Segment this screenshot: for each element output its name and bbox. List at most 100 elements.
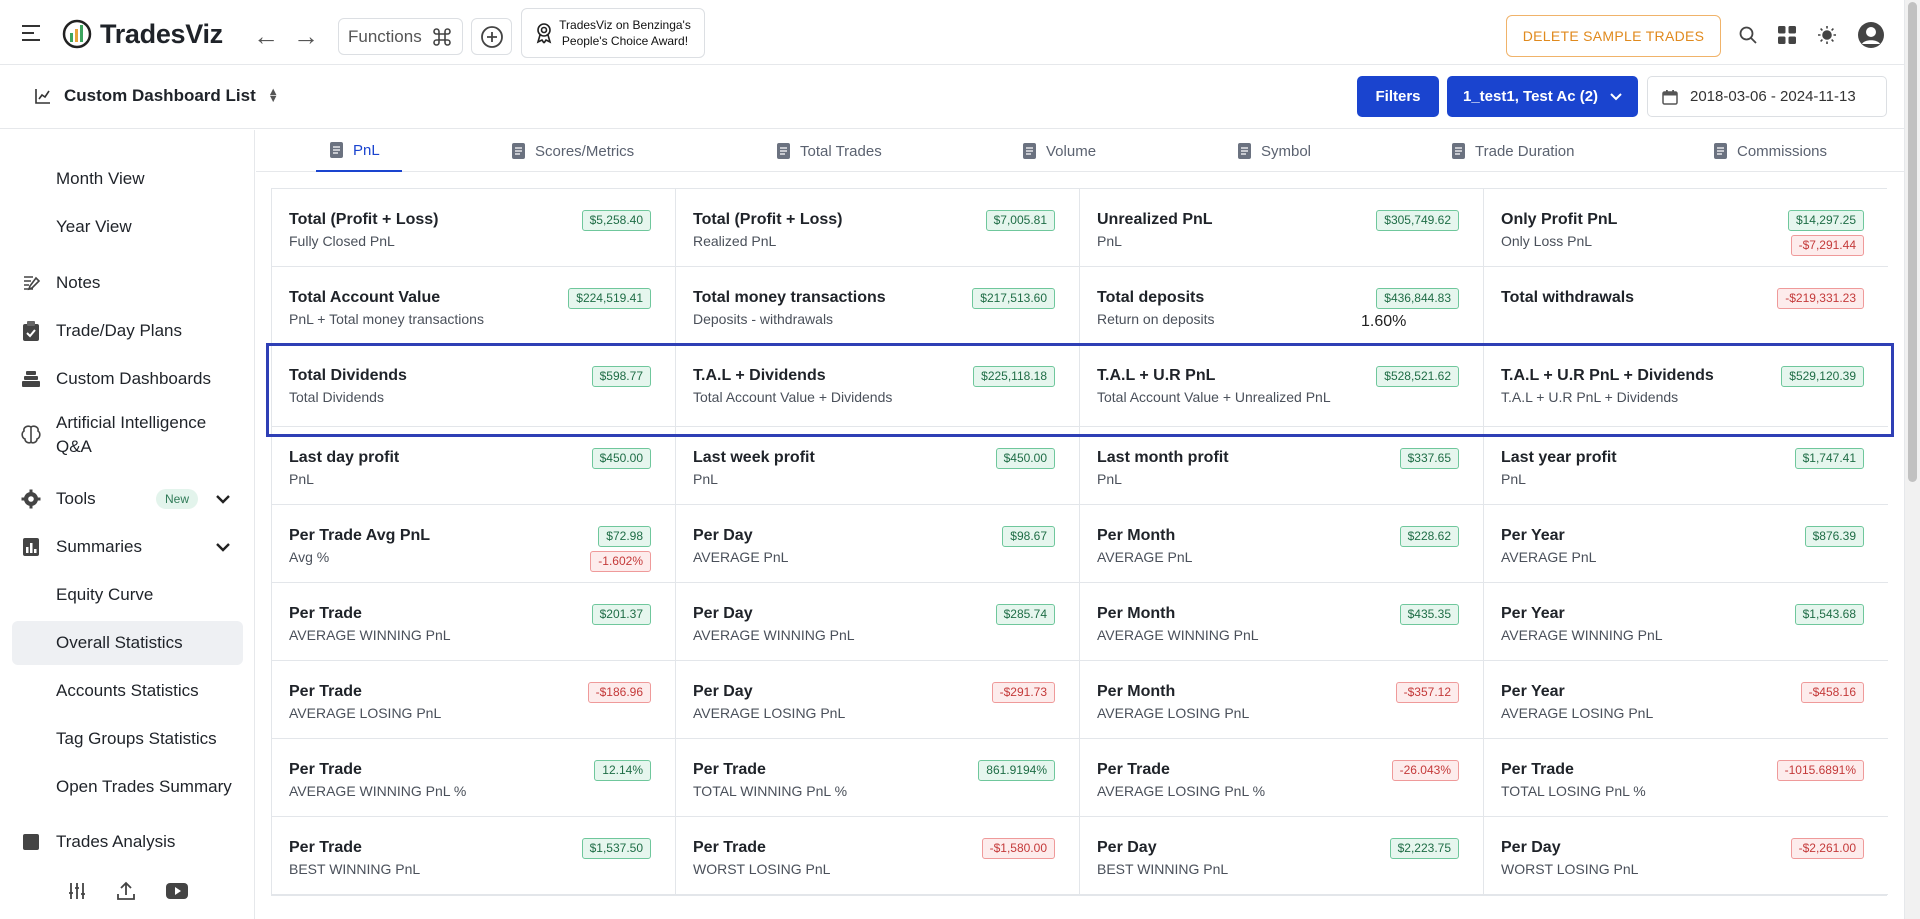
stat-card-title: Unrealized PnL (1097, 211, 1213, 228)
stat-card-subtitle: AVERAGE WINNING PnL (289, 627, 451, 643)
stat-card-subtitle: PnL (289, 471, 314, 487)
stat-card-subtitle: AVERAGE WINNING PnL (1097, 627, 1259, 643)
date-range-picker[interactable]: 2018-03-06 - 2024-11-13 (1647, 76, 1887, 117)
stat-card: Per Trade BEST WINNING PnL $1,537.50 (272, 817, 676, 895)
stat-card-title: Per Day (1501, 839, 1561, 856)
analysis-icon (20, 831, 42, 853)
stat-card-title: Per Trade Avg PnL (289, 527, 431, 544)
award-line-2: People's Choice Award! (561, 34, 689, 48)
stat-card-badges: $224,519.41 (568, 288, 651, 309)
sidebar-item-notes[interactable]: Notes (0, 261, 254, 305)
apps-grid-icon[interactable] (1774, 22, 1800, 48)
award-banner[interactable]: TradesViz on Benzinga's People's Choice … (521, 8, 705, 58)
logo[interactable]: TradesViz (62, 18, 223, 50)
sidebar-item-accounts-statistics[interactable]: Accounts Statistics (0, 669, 254, 713)
award-text: TradesViz on Benzinga's People's Choice … (559, 17, 691, 49)
theme-toggle-icon[interactable] (1814, 22, 1840, 48)
tab-symbol[interactable]: Symbol (1224, 130, 1325, 172)
youtube-icon[interactable] (165, 882, 188, 904)
stat-card-badges: $450.00 (591, 448, 651, 469)
custom-dashboard-list-dropdown[interactable]: Custom Dashboard List ▲ ▼ (34, 86, 279, 106)
stat-card-title: Per Year (1501, 683, 1565, 700)
stat-card: T.A.L + U.R PnL Total Account Value + Unr… (1080, 345, 1484, 427)
sidebar-item-summaries[interactable]: Summaries (0, 525, 254, 569)
stat-card-title: Last month profit (1097, 449, 1229, 466)
tab-label: Volume (1046, 142, 1097, 160)
back-arrow-icon[interactable]: ← (253, 20, 279, 51)
value-badge: $72.98 (598, 526, 651, 547)
sidebar-item-year-view[interactable]: Year View (0, 205, 254, 249)
user-avatar-icon[interactable] (1856, 20, 1886, 50)
sliders-icon[interactable] (68, 882, 86, 905)
stat-card-subtitle: AVERAGE LOSING PnL (289, 705, 442, 721)
stat-card-badges: -$219,331.23 (1777, 288, 1864, 309)
stat-card-subtitle: AVERAGE LOSING PnL (1097, 705, 1250, 721)
tab-scores-metrics[interactable]: Scores/Metrics (498, 130, 648, 172)
tab-total-trades[interactable]: Total Trades (763, 130, 896, 172)
value-badge: -$186.96 (587, 682, 651, 703)
value-badge: $1,543.68 (1794, 604, 1864, 625)
forward-arrow-icon[interactable]: → (293, 20, 319, 51)
page-scrollbar[interactable] (1904, 0, 1920, 919)
chart-line-icon (35, 89, 50, 104)
tab-commissions[interactable]: Commissions (1700, 130, 1841, 172)
sidebar-item-custom-dashboards[interactable]: Custom Dashboards (0, 357, 254, 401)
stat-card-subtitle: Deposits - withdrawals (693, 311, 834, 327)
stat-card-title: Per Day (1097, 839, 1157, 856)
ai-label-line2: Q&A (56, 437, 92, 456)
stat-card-title: Per Trade (289, 839, 362, 856)
sidebar-item-label: Trades Analysis (56, 832, 176, 851)
stat-card-subtitle: AVERAGE LOSING PnL % (1097, 783, 1266, 799)
search-icon[interactable] (1735, 22, 1761, 48)
value-badge: 861.9194% (978, 760, 1055, 781)
chevron-down-icon[interactable] (216, 539, 230, 555)
stat-card-badges: $14,297.25 -$7,291.44 (1787, 210, 1864, 256)
sidebar-item-tools[interactable]: Tools New (0, 477, 254, 521)
sidebar-item-month-view[interactable]: Month View (0, 157, 254, 201)
stat-card: Per Trade AVERAGE WINNING PnL % 12.14% (272, 739, 676, 817)
stat-card: Per Year AVERAGE PnL $876.39 (1484, 505, 1888, 583)
filters-button[interactable]: Filters (1357, 76, 1439, 117)
stat-card-badges: $305,749.62 (1376, 210, 1459, 231)
gear-icon (20, 488, 42, 510)
sidebar-item-tag-groups-statistics[interactable]: Tag Groups Statistics (0, 717, 254, 761)
sidebar-item-overall-statistics[interactable]: Overall Statistics (12, 621, 243, 665)
sidebar-item-equity-curve[interactable]: Equity Curve (0, 573, 254, 617)
functions-button[interactable]: Functions (338, 18, 463, 55)
stat-card-badges: $72.98 -1.602% (590, 526, 651, 572)
tab-label: Trade Duration (1475, 142, 1575, 160)
sidebar-item-open-trades-summary[interactable]: Open Trades Summary (0, 765, 254, 809)
notes-icon (20, 272, 42, 294)
sidebar-item-label: Trade/Day Plans (56, 321, 182, 340)
sidebar-item-trades-analysis[interactable]: Trades Analysis (0, 820, 254, 864)
accounts-dropdown[interactable]: 1_test1, Test Ac (2) (1447, 76, 1638, 117)
tab-trade-duration[interactable]: Trade Duration (1438, 130, 1589, 172)
stat-card-title: Only Profit PnL (1501, 211, 1618, 228)
stat-card: Per Day AVERAGE LOSING PnL -$291.73 (676, 661, 1080, 739)
tab-volume[interactable]: Volume (1009, 130, 1110, 172)
value-badge: -$357.12 (1395, 682, 1459, 703)
top-bar: TradesViz ← → Functions TradesViz on Ben… (0, 0, 1904, 65)
upload-icon[interactable] (116, 881, 136, 906)
stat-card-badges: -1015.6891% (1776, 760, 1864, 781)
add-button[interactable] (471, 18, 512, 55)
stat-card-subtitle: PnL (1097, 233, 1122, 249)
scrollbar-thumb[interactable] (1908, 2, 1917, 482)
value-badge: $529,120.39 (1781, 366, 1864, 387)
stat-card-badges: $1,747.41 (1794, 448, 1864, 469)
tab-pnl[interactable]: PnL (316, 130, 402, 172)
stat-card: T.A.L + Dividends Total Account Value + D… (676, 345, 1080, 427)
chevron-down-icon[interactable] (216, 491, 230, 507)
value-badge: -$219,331.23 (1777, 288, 1864, 309)
tab-label: Symbol (1261, 142, 1312, 160)
delete-sample-trades-button[interactable]: DELETE SAMPLE TRADES (1506, 15, 1721, 57)
stat-card-subtitle: Total Dividends (289, 389, 384, 405)
menu-icon[interactable] (22, 24, 42, 42)
sidebar-item-trade-day-plans[interactable]: Trade/Day Plans (0, 309, 254, 353)
stat-card-subtitle: AVERAGE WINNING PnL (693, 627, 855, 643)
sort-chevron-icon: ▲ ▼ (267, 86, 279, 105)
stat-card: Last week profit PnL $450.00 (676, 427, 1080, 505)
value-badge: $435.35 (1399, 604, 1459, 625)
sidebar-item-ai-qa[interactable]: Artificial Intelligence Q&A (0, 406, 254, 464)
value-badge: $98.67 (1002, 526, 1055, 547)
